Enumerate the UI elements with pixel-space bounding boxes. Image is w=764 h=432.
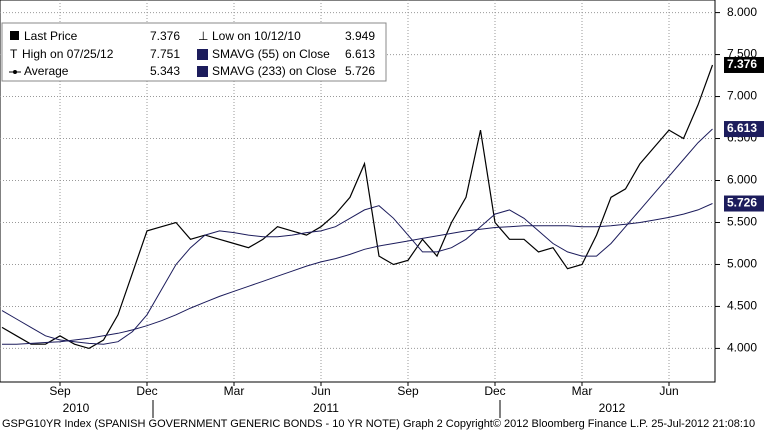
x-tick-label: Jun: [311, 384, 330, 398]
y-tick-label: 8.000: [727, 5, 757, 19]
last-value-box: [724, 56, 764, 73]
series-line: [1, 64, 714, 350]
x-tick-label: Sep: [397, 384, 419, 398]
footer: GSPG10YR Index (SPANISH GOVERNMENT GENER…: [2, 418, 755, 430]
legend-value: 5.726: [345, 64, 375, 78]
y-tick-label: 6.000: [727, 173, 757, 187]
last-value-label: 5.726: [727, 196, 757, 210]
legend-icon: [10, 31, 19, 40]
legend: Last Price 7.376 T High on 07/25/12 7.75…: [1, 22, 387, 82]
legend-value: 6.613: [345, 47, 375, 61]
year-label: 2012: [599, 401, 626, 415]
legend-label: Last Price: [24, 29, 78, 43]
legend-value: 3.949: [345, 29, 375, 43]
last-value-box: [724, 121, 764, 138]
legend-value: 7.751: [150, 47, 180, 61]
legend-box: [1, 22, 387, 82]
series-line: [2, 203, 713, 345]
legend-icon: T: [10, 47, 18, 61]
y-tick-label: 4.000: [727, 341, 757, 355]
year-label: 2011: [313, 401, 339, 415]
y-tick-label: 5.000: [727, 257, 757, 271]
legend-value: 7.376: [150, 29, 180, 43]
legend-icon: [197, 49, 208, 60]
legend-icon: [13, 70, 17, 74]
legend-label: SMAVG (55) on Close: [212, 47, 330, 61]
y-tick-label: 4.500: [727, 299, 757, 313]
last-value-label: 6.613: [727, 121, 757, 135]
y-tick-label: 5.500: [727, 215, 757, 229]
x-tick-label: Dec: [136, 384, 157, 398]
series-line: [1, 128, 713, 345]
legend-icon: ⊥: [198, 29, 208, 43]
x-tick-label: Mar: [572, 384, 593, 398]
x-tick-label: Dec: [484, 384, 505, 398]
last-value-label: 7.376: [727, 57, 757, 71]
legend-label: Average: [24, 64, 69, 78]
x-tick-label: Mar: [224, 384, 245, 398]
x-tick-label: Jun: [659, 384, 678, 398]
legend-label: Low on 10/12/10: [212, 29, 301, 43]
legend-label: High on 07/25/12: [22, 47, 114, 61]
legend-icon: [197, 66, 208, 77]
legend-label: SMAVG (233) on Close: [212, 64, 337, 78]
x-tick-label: Sep: [49, 384, 71, 398]
last-value-box: [724, 195, 764, 212]
year-label: 2010: [63, 401, 90, 415]
legend-value: 5.343: [150, 64, 180, 78]
y-tick-label: 7.000: [727, 89, 757, 103]
